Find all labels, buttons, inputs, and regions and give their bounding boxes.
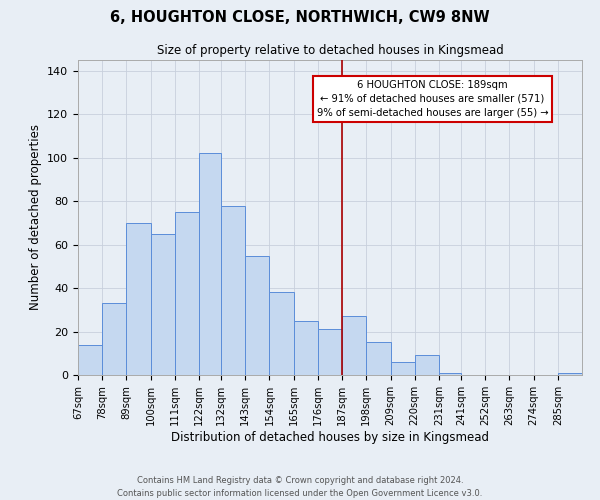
Bar [367,342,391,375]
Bar [269,292,293,375]
Bar [439,373,461,375]
Text: Contains HM Land Registry data © Crown copyright and database right 2024.
Contai: Contains HM Land Registry data © Crown c… [118,476,482,498]
Bar [199,154,221,375]
Title: Size of property relative to detached houses in Kingsmead: Size of property relative to detached ho… [157,44,503,58]
Text: 6, HOUGHTON CLOSE, NORTHWICH, CW9 8NW: 6, HOUGHTON CLOSE, NORTHWICH, CW9 8NW [110,10,490,25]
Bar [415,356,439,375]
Bar [151,234,175,375]
Bar [175,212,199,375]
Bar [78,344,102,375]
X-axis label: Distribution of detached houses by size in Kingsmead: Distribution of detached houses by size … [171,430,489,444]
Bar [245,256,269,375]
Bar [318,330,342,375]
Bar [342,316,367,375]
Bar [221,206,245,375]
Bar [293,320,318,375]
Bar [391,362,415,375]
Y-axis label: Number of detached properties: Number of detached properties [29,124,41,310]
Bar [127,223,151,375]
Bar [102,304,127,375]
Bar [558,373,582,375]
Text: 6 HOUGHTON CLOSE: 189sqm
← 91% of detached houses are smaller (571)
9% of semi-d: 6 HOUGHTON CLOSE: 189sqm ← 91% of detach… [317,80,548,118]
